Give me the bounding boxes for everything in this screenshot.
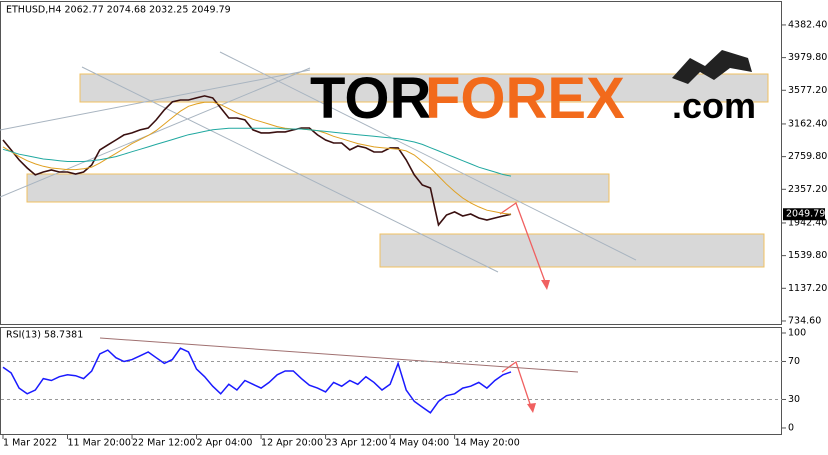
- arrow-head: [527, 403, 536, 413]
- y-tick-label: 1137.20: [788, 283, 827, 294]
- series-line: [2, 101, 512, 215]
- channel-line: [0, 69, 311, 131]
- rsi-panel: [0, 327, 782, 435]
- watermark: FOREX: [425, 66, 625, 131]
- x-tick-label: 11 Mar 20:00: [68, 438, 131, 449]
- rsi-title: RSI(13) 58.7381: [6, 330, 83, 341]
- x-tick-label: 12 Apr 20:00: [261, 438, 323, 449]
- watermark: .com: [672, 85, 756, 126]
- y-tick-label: 3979.80: [788, 52, 827, 63]
- y-tick-label: 1539.80: [788, 250, 827, 261]
- y-tick-label: 0: [788, 422, 794, 433]
- arrow-head: [541, 280, 550, 290]
- channel-line: [0, 67, 311, 198]
- x-tick-label: 22 Mar 12:00: [132, 438, 195, 449]
- zone: [26, 173, 610, 203]
- x-tick-label: 2 Apr 04:00: [197, 438, 253, 449]
- series-line: [2, 127, 512, 177]
- rsi-trendline: [99, 337, 579, 373]
- zone: [79, 73, 769, 103]
- channel-line: [81, 66, 499, 273]
- watermark: TOR: [310, 66, 431, 131]
- chart-title: ETHUSD,H4 2062.77 2074.68 2032.25 2049.7…: [6, 5, 231, 16]
- y-tick-label: 30: [788, 394, 800, 405]
- forecast-arrow: [501, 360, 533, 411]
- channel-line: [219, 51, 637, 261]
- bull-logo: [672, 50, 752, 84]
- y-tick-label: 4382.40: [788, 19, 827, 30]
- y-tick-label: 1942.40: [788, 217, 827, 228]
- forecast-arrow: [499, 201, 548, 288]
- x-tick-label: 1 Mar 2022: [3, 438, 57, 449]
- last-price-box: [783, 208, 825, 221]
- y-tick-label: 100: [788, 327, 806, 338]
- zone: [379, 233, 765, 268]
- x-tick-label: 4 May 04:00: [390, 438, 449, 449]
- main-panel: [0, 1, 782, 325]
- y-tick-label: 2759.80: [788, 151, 827, 162]
- y-tick-label: 2357.20: [788, 184, 827, 195]
- last-price-label: 2049.79: [786, 209, 825, 220]
- y-tick-label: 70: [788, 356, 800, 367]
- y-tick-label: 3162.40: [788, 118, 827, 129]
- x-tick-label: 23 Apr 12:00: [326, 438, 388, 449]
- y-tick-label: 3577.20: [788, 85, 827, 96]
- y-tick-label: 734.60: [788, 315, 821, 326]
- series-line: [2, 347, 512, 414]
- x-tick-label: 14 May 20:00: [455, 438, 520, 449]
